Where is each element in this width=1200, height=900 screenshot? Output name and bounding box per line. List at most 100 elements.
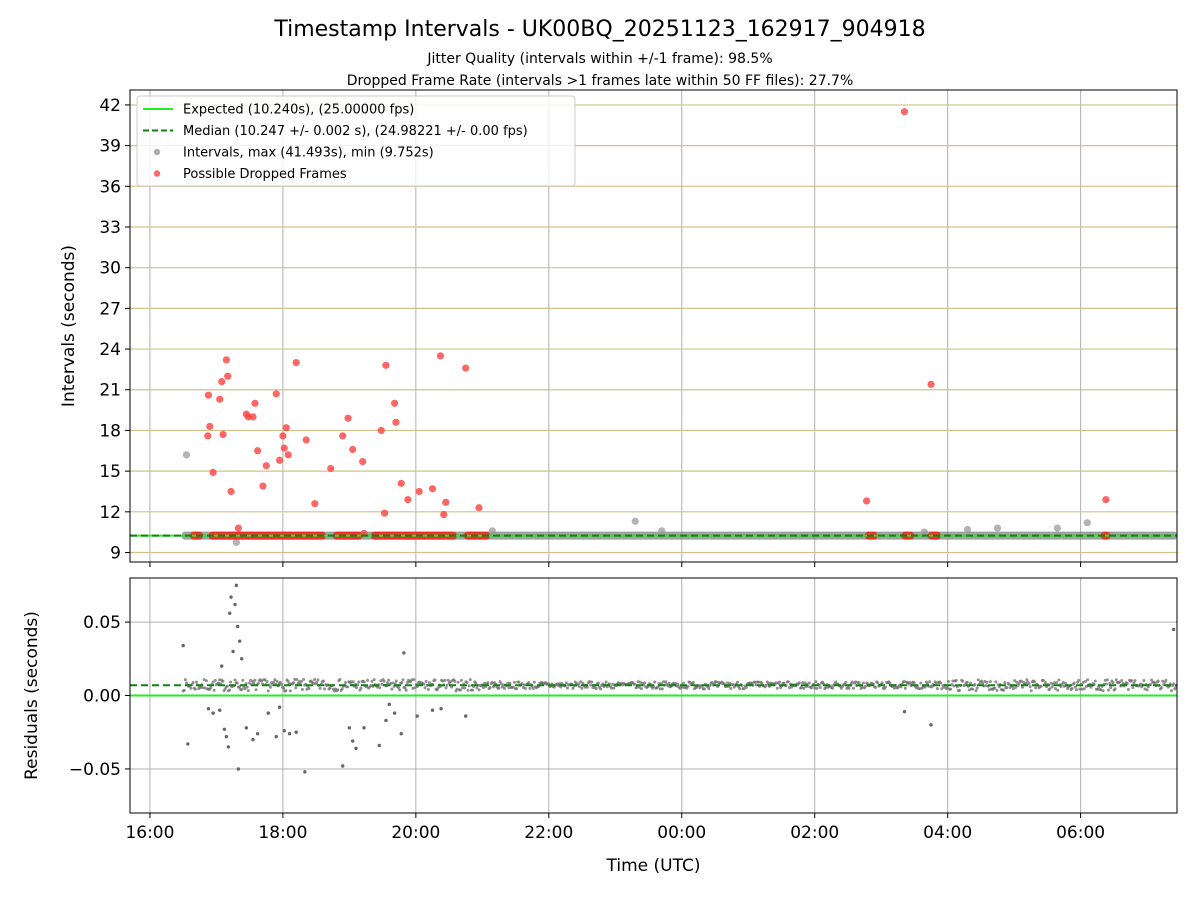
- residual-point: [688, 680, 692, 684]
- interval-point: [1083, 519, 1091, 527]
- residual-point: [300, 687, 304, 691]
- residual-point: [946, 680, 950, 684]
- residual-outlier-point: [294, 730, 298, 734]
- residual-point: [189, 686, 193, 690]
- residual-point: [404, 688, 408, 692]
- residual-point: [517, 680, 521, 684]
- residuals-y-tick-label: 0.05: [83, 613, 121, 633]
- residual-point: [633, 682, 637, 686]
- dropped-frame-point: [475, 504, 483, 512]
- residual-point: [465, 681, 469, 685]
- residual-point: [1033, 680, 1037, 684]
- residual-point: [830, 686, 834, 690]
- residual-point: [1150, 678, 1154, 682]
- time-tick-label: 06:00: [1056, 823, 1105, 843]
- residual-point: [1055, 681, 1059, 685]
- residual-point: [729, 686, 733, 690]
- residual-point: [1164, 678, 1168, 682]
- residual-point: [912, 681, 916, 685]
- residual-point: [282, 686, 286, 690]
- residual-point: [424, 679, 428, 683]
- residual-outlier-point: [303, 770, 307, 774]
- dropped-frame-point: [249, 413, 257, 421]
- residual-point: [565, 686, 569, 690]
- dropped-frame-point: [311, 500, 319, 508]
- residual-point: [240, 688, 244, 692]
- residual-point: [1013, 679, 1017, 683]
- interval-point: [993, 524, 1002, 532]
- residual-point: [212, 688, 216, 692]
- dropped-frame-point: [440, 510, 448, 519]
- dropped-frame-point: [390, 399, 399, 407]
- residual-outlier-points: [181, 583, 1176, 774]
- residual-outlier-point: [354, 746, 358, 751]
- dropped-frame-point: [218, 378, 226, 386]
- residual-outlier-point: [218, 708, 222, 712]
- residual-point: [359, 686, 363, 690]
- residual-point: [861, 681, 865, 685]
- residual-point: [445, 683, 449, 687]
- residual-point: [667, 681, 671, 685]
- dropped-frame-point: [381, 509, 389, 517]
- residual-point: [1077, 678, 1081, 682]
- residual-outlier-point: [251, 737, 255, 742]
- residual-point: [506, 681, 510, 685]
- residual-point: [470, 688, 474, 692]
- residual-point: [995, 689, 999, 693]
- residual-point: [698, 686, 702, 690]
- residual-point: [786, 680, 790, 684]
- residual-point: [702, 687, 706, 691]
- residual-point: [199, 686, 203, 690]
- residual-point: [697, 684, 701, 688]
- residual-outlier-point: [211, 711, 215, 715]
- interval-point: [232, 538, 240, 546]
- residual-point: [764, 683, 768, 687]
- residual-point: [707, 687, 711, 691]
- residual-point: [604, 680, 608, 684]
- residual-point: [577, 682, 581, 686]
- residual-point: [1095, 687, 1099, 691]
- residual-point: [423, 686, 427, 690]
- residual-point: [531, 686, 535, 690]
- residual-point: [1078, 687, 1082, 691]
- residuals-y-tick-label: 0.00: [83, 687, 121, 707]
- residual-point: [815, 686, 819, 690]
- legend-dropped-marker: [153, 170, 161, 177]
- residual-point: [182, 688, 186, 692]
- residuals-y-ticks: −0.05 0.00 0.05: [69, 613, 130, 780]
- residual-point: [1054, 687, 1058, 691]
- residual-outlier-point: [244, 726, 249, 730]
- residual-point: [266, 689, 270, 693]
- residual-outlier-point: [277, 705, 282, 709]
- residual-point: [209, 686, 213, 690]
- residual-point: [292, 681, 296, 685]
- residual-point: [753, 680, 757, 684]
- time-tick-label: 22:00: [524, 823, 573, 843]
- residual-point: [508, 681, 512, 685]
- residual-point: [1131, 686, 1135, 690]
- residuals-plot: −0.05 0.00 0.05 16:00 18:00 20:00 22:00 00:00 0…: [22, 577, 1178, 876]
- residual-point: [974, 689, 978, 693]
- residual-point: [1073, 685, 1077, 689]
- residual-point: [971, 687, 975, 691]
- residual-point: [864, 684, 868, 688]
- residual-point: [527, 681, 531, 685]
- residual-point: [814, 680, 818, 684]
- residual-point: [1019, 679, 1023, 683]
- residual-outlier-point: [929, 723, 933, 727]
- residual-point: [708, 684, 712, 688]
- residual-point: [738, 687, 742, 691]
- residual-point: [349, 680, 353, 684]
- residual-point: [1082, 687, 1086, 691]
- dropped-frame-point: [204, 391, 213, 399]
- dropped-frame-point: [280, 444, 288, 452]
- residual-point: [313, 677, 317, 681]
- residual-point: [1120, 679, 1124, 683]
- residual-point: [949, 687, 953, 691]
- residual-point: [1020, 685, 1024, 689]
- interval-point: [631, 517, 639, 525]
- residual-point: [235, 681, 239, 685]
- dropped-frame-point: [442, 498, 450, 506]
- residual-point: [797, 681, 801, 685]
- residual-point: [293, 677, 297, 681]
